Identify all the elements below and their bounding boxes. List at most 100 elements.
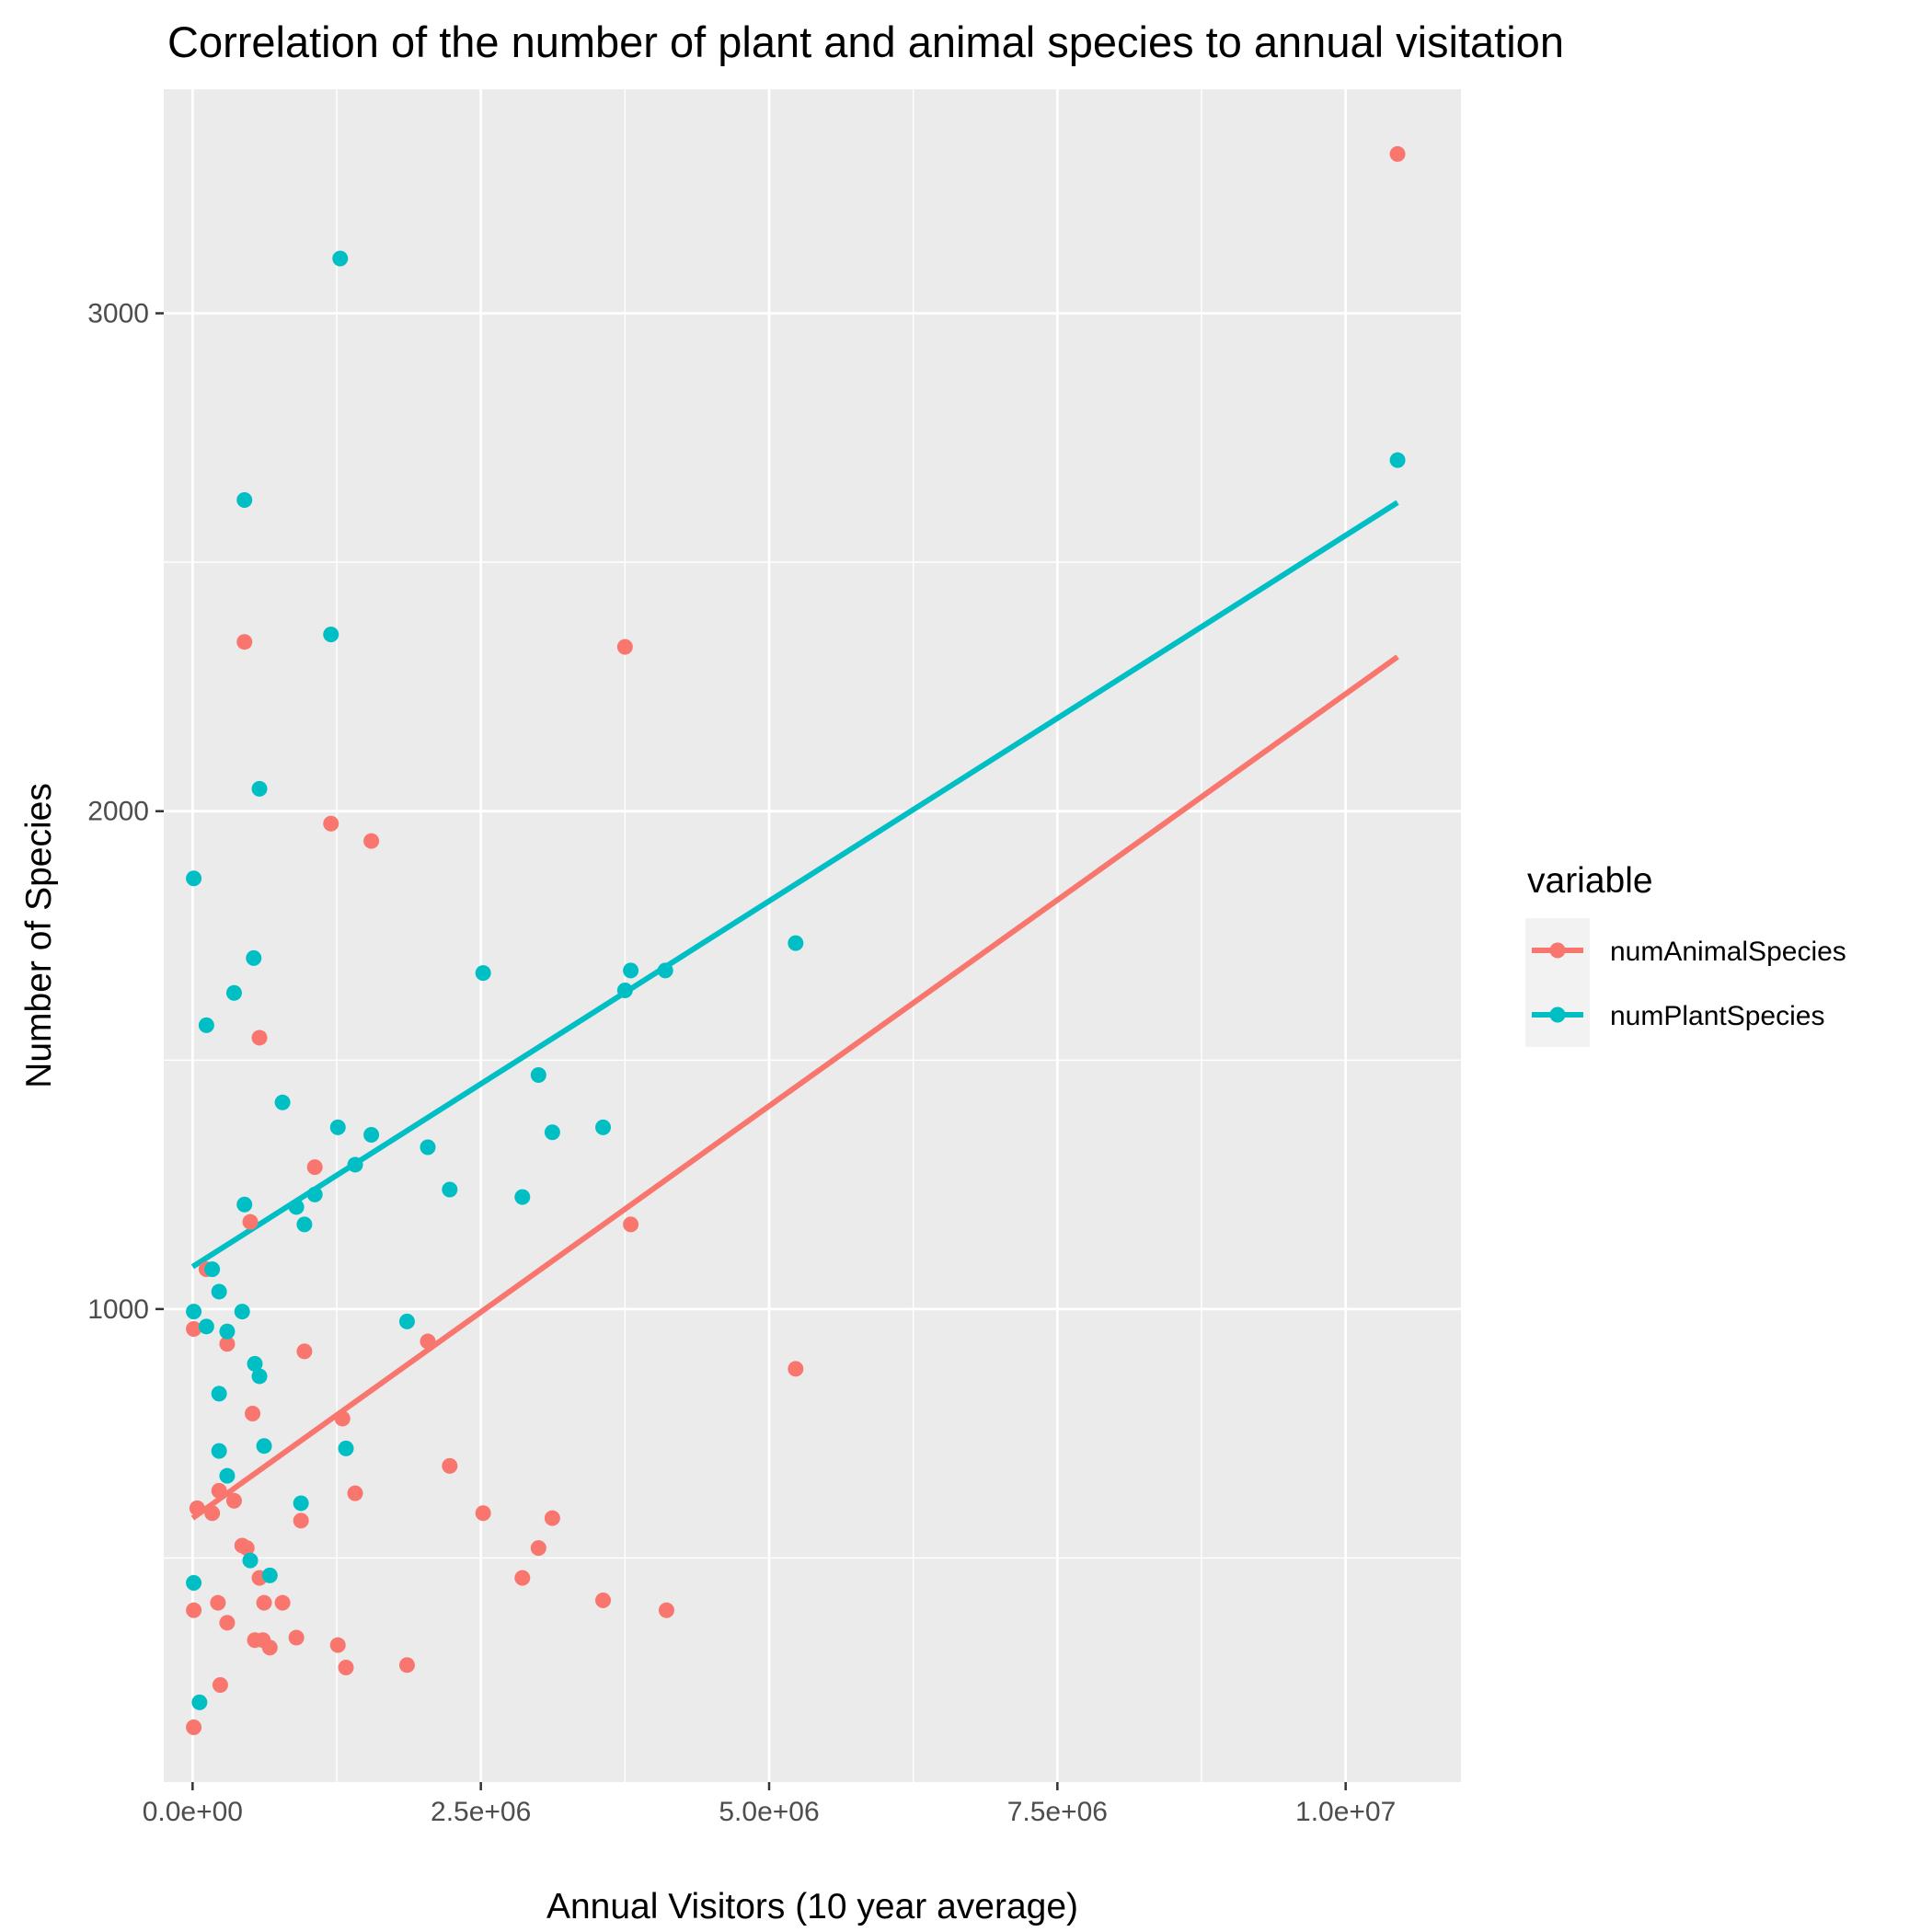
point-numPlantSpecies-45	[186, 1575, 202, 1592]
point-numAnimalSpecies-3	[323, 815, 339, 832]
grid-minor	[164, 89, 1461, 1782]
y-tick-label: 2000	[87, 797, 149, 827]
point-numAnimalSpecies-18	[211, 1482, 227, 1499]
point-numAnimalSpecies-17	[442, 1457, 458, 1474]
point-numAnimalSpecies-15	[245, 1406, 261, 1422]
point-numAnimalSpecies-11	[219, 1336, 236, 1352]
x-tick-label: 2.5e+06	[431, 1797, 531, 1827]
point-numPlantSpecies-33	[219, 1323, 236, 1340]
point-numAnimalSpecies-14	[788, 1361, 804, 1377]
point-numPlantSpecies-31	[234, 1304, 250, 1320]
point-numAnimalSpecies-16	[334, 1410, 351, 1427]
fit-line-numAnimalSpecies	[190, 654, 1399, 1521]
point-numAnimalSpecies-7	[623, 1216, 639, 1233]
point-numAnimalSpecies-45	[212, 1676, 228, 1693]
point-numPlantSpecies-36	[211, 1386, 227, 1402]
point-numAnimalSpecies-1	[236, 634, 253, 650]
point-numAnimalSpecies-41	[288, 1629, 305, 1646]
point-numAnimalSpecies-21	[189, 1500, 205, 1516]
point-numAnimalSpecies-33	[210, 1594, 226, 1611]
point-numAnimalSpecies-5	[251, 1029, 268, 1046]
point-numAnimalSpecies-28	[530, 1540, 546, 1557]
point-numAnimalSpecies-36	[658, 1602, 674, 1618]
legend-point-numAnimalSpecies	[1549, 942, 1566, 959]
point-numPlantSpecies-23	[514, 1189, 531, 1205]
legend-label-numAnimalSpecies: numAnimalSpecies	[1610, 937, 1846, 967]
point-numPlantSpecies-9	[623, 962, 639, 979]
point-numPlantSpecies-44	[261, 1567, 278, 1583]
x-tick-label: 5.0e+06	[719, 1797, 819, 1827]
point-numPlantSpecies-39	[338, 1440, 354, 1456]
point-numPlantSpecies-40	[211, 1443, 227, 1459]
point-numAnimalSpecies-10	[186, 1321, 202, 1338]
point-numAnimalSpecies-24	[293, 1512, 309, 1529]
point-numPlantSpecies-11	[225, 984, 242, 1001]
data-points	[186, 145, 1406, 1735]
point-numPlantSpecies-3	[323, 627, 339, 643]
point-numPlantSpecies-2	[236, 491, 253, 508]
plot-panel	[164, 89, 1461, 1782]
point-numPlantSpecies-10	[475, 965, 491, 982]
legend: variable numAnimalSpecies numPlantSpecies	[1525, 861, 1846, 1047]
point-numPlantSpecies-17	[363, 1126, 380, 1143]
point-numPlantSpecies-34	[247, 1355, 263, 1372]
point-numPlantSpecies-38	[256, 1438, 272, 1455]
chart-title: Correlation of the number of plant and a…	[167, 17, 1564, 66]
point-numAnimalSpecies-20	[225, 1492, 242, 1509]
x-tick-label: 7.5e+06	[1007, 1797, 1108, 1827]
point-numPlantSpecies-1	[1389, 452, 1406, 468]
fit-line-numPlantSpecies	[190, 500, 1399, 1270]
point-numPlantSpecies-29	[211, 1283, 227, 1300]
point-numPlantSpecies-6	[788, 935, 804, 951]
point-numAnimalSpecies-12	[296, 1343, 313, 1360]
point-numPlantSpecies-8	[657, 962, 673, 979]
point-numPlantSpecies-12	[616, 983, 633, 999]
point-numPlantSpecies-27	[296, 1216, 313, 1233]
point-numAnimalSpecies-30	[514, 1570, 531, 1586]
point-numAnimalSpecies-27	[238, 1540, 255, 1557]
grid-major	[164, 89, 1461, 1782]
point-numPlantSpecies-4	[251, 780, 268, 797]
fit-lines	[190, 500, 1399, 1521]
point-numAnimalSpecies-42	[329, 1637, 346, 1653]
point-numAnimalSpecies-32	[274, 1594, 291, 1611]
point-numAnimalSpecies-19	[347, 1485, 363, 1501]
point-numAnimalSpecies-22	[204, 1505, 221, 1522]
point-numAnimalSpecies-34	[595, 1592, 612, 1608]
point-numPlantSpecies-5	[186, 870, 202, 887]
point-numPlantSpecies-37	[398, 1313, 415, 1329]
y-axis: 1000 2000 3000	[87, 299, 164, 1325]
legend-point-numPlantSpecies	[1549, 1006, 1566, 1023]
point-numAnimalSpecies-2	[616, 638, 633, 655]
point-numPlantSpecies-24	[306, 1186, 323, 1202]
point-numAnimalSpecies-35	[186, 1602, 202, 1618]
point-numPlantSpecies-19	[544, 1124, 560, 1141]
point-numPlantSpecies-35	[251, 1368, 268, 1385]
point-numPlantSpecies-7	[246, 949, 262, 966]
x-axis-title: Annual Visitors (10 year average)	[546, 1887, 1078, 1926]
point-numPlantSpecies-30	[186, 1304, 202, 1320]
x-tick-label: 0.0e+00	[143, 1797, 243, 1827]
point-numAnimalSpecies-43	[338, 1660, 354, 1676]
point-numAnimalSpecies-46	[186, 1719, 202, 1735]
point-numPlantSpecies-14	[530, 1067, 546, 1084]
x-tick-label: 1.0e+07	[1295, 1797, 1396, 1827]
point-numAnimalSpecies-25	[544, 1510, 560, 1526]
point-numAnimalSpecies-44	[398, 1657, 415, 1673]
point-numPlantSpecies-21	[347, 1156, 363, 1173]
point-numAnimalSpecies-31	[256, 1594, 272, 1611]
y-tick-label: 1000	[87, 1294, 149, 1325]
point-numAnimalSpecies-37	[219, 1615, 236, 1631]
x-axis: 0.0e+00 2.5e+06 5.0e+06 7.5e+06 1.0e+07	[143, 1782, 1396, 1827]
y-axis-title: Number of Species	[19, 783, 59, 1088]
point-numPlantSpecies-0	[332, 250, 349, 267]
point-numPlantSpecies-16	[329, 1119, 346, 1135]
point-numPlantSpecies-22	[442, 1181, 458, 1198]
point-numAnimalSpecies-13	[420, 1333, 436, 1350]
point-numPlantSpecies-42	[293, 1495, 309, 1512]
point-numPlantSpecies-28	[204, 1261, 221, 1278]
point-numPlantSpecies-25	[236, 1196, 253, 1213]
y-tick-label: 3000	[87, 299, 149, 329]
point-numPlantSpecies-13	[198, 1017, 214, 1033]
